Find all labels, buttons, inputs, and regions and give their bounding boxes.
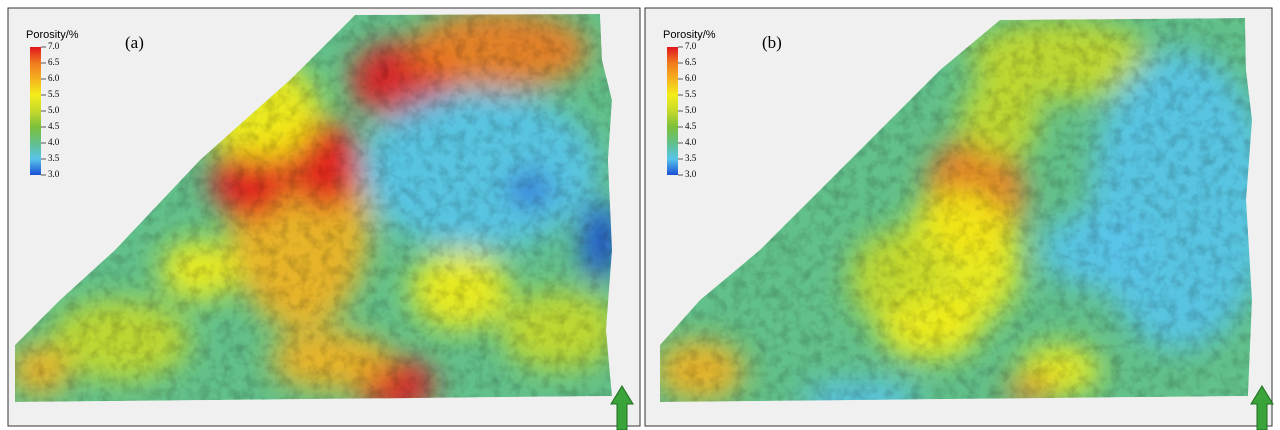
tick-label: 4.5 [48, 121, 60, 131]
tick-label: 6.0 [48, 73, 60, 83]
legend-title: Porosity/% [26, 29, 79, 41]
tick-label: 3.0 [48, 169, 60, 179]
tick-label: 3.5 [48, 153, 60, 163]
tick-label: 5.0 [685, 105, 697, 115]
tick-label: 6.0 [685, 73, 697, 83]
tick-label: 6.5 [685, 57, 697, 67]
tick-label: 7.0 [48, 41, 60, 51]
panel-label: (b) [762, 33, 782, 52]
colorbar [30, 47, 41, 175]
tick-label: 3.5 [685, 153, 697, 163]
tick-label: 7.0 [685, 41, 697, 51]
map-panel: Porosity/%7.0 6.5 6.0 5.5 5.0 4.5 4.0 3.5 3.0 (a) [8, 8, 640, 430]
legend-title: Porosity/% [663, 29, 716, 41]
tick-label: 4.0 [48, 137, 60, 147]
tick-label: 4.5 [685, 121, 697, 131]
map-panel: Porosity/%7.0 6.5 6.0 5.5 5.0 4.5 4.0 3.5 3.0 (b) [645, 8, 1273, 430]
panel-label: (a) [125, 33, 144, 52]
tick-label: 3.0 [685, 169, 697, 179]
colorbar [667, 47, 678, 175]
figure: Porosity/%7.06.56.05.55.04.54.03.53.0(a)… [0, 0, 1280, 430]
tick-label: 5.5 [685, 89, 697, 99]
tick-label: 5.0 [48, 105, 60, 115]
tick-label: 4.0 [685, 137, 697, 147]
tick-label: 6.5 [48, 57, 60, 67]
tick-label: 5.5 [48, 89, 60, 99]
